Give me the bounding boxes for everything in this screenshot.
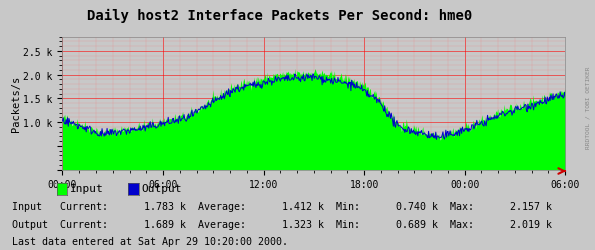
Text: Output  Current:      1.689 k  Average:      1.323 k  Min:      0.689 k  Max:   : Output Current: 1.689 k Average: 1.323 k… bbox=[12, 219, 552, 229]
Text: Input: Input bbox=[70, 183, 104, 193]
Text: Daily host2 Interface Packets Per Second: hme0: Daily host2 Interface Packets Per Second… bbox=[87, 9, 472, 23]
Text: RRDTOOL / TOBI OETIKER: RRDTOOL / TOBI OETIKER bbox=[585, 66, 590, 148]
Y-axis label: Packets/s: Packets/s bbox=[11, 76, 21, 132]
Text: Input   Current:      1.783 k  Average:      1.412 k  Min:      0.740 k  Max:   : Input Current: 1.783 k Average: 1.412 k … bbox=[12, 201, 552, 211]
Text: Output: Output bbox=[142, 183, 182, 193]
Text: Last data entered at Sat Apr 29 10:20:00 2000.: Last data entered at Sat Apr 29 10:20:00… bbox=[12, 236, 288, 246]
